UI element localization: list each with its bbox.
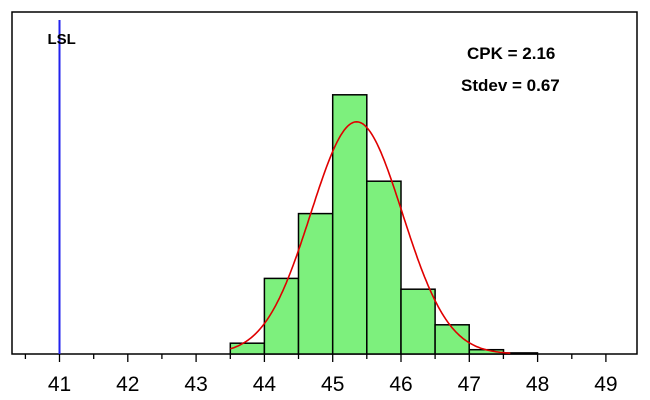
x-tick-label-47: 47 [458,373,481,396]
x-tick-label-42: 42 [116,373,139,396]
histogram-bar-8 [502,352,539,355]
normal-fit-curve [230,120,511,354]
x-tick-label-48: 48 [526,373,549,396]
lsl-layer: LSL [48,20,76,354]
histogram-bar-0 [229,342,266,355]
lsl-label: LSL [48,31,76,48]
histogram-bar-5 [400,288,436,355]
x-tick-label-45: 45 [321,373,344,396]
x-tick-label-44: 44 [253,373,277,396]
fit-curve-layer [230,120,511,354]
x-tick-label-49: 49 [594,373,617,396]
cpk-annotation: CPK = 2.16 [467,44,555,63]
bars-layer [229,94,539,355]
x-tick-label-41: 41 [48,373,71,396]
x-tick-label-43: 43 [184,373,207,396]
x-axis: 41 42 43 44 45 46 47 48 49 [24,354,618,396]
histogram-bar-4 [366,180,402,355]
stdev-annotation: Stdev = 0.67 [461,76,560,95]
x-tick-label-46: 46 [389,373,412,396]
histogram-bar-3 [331,94,368,355]
